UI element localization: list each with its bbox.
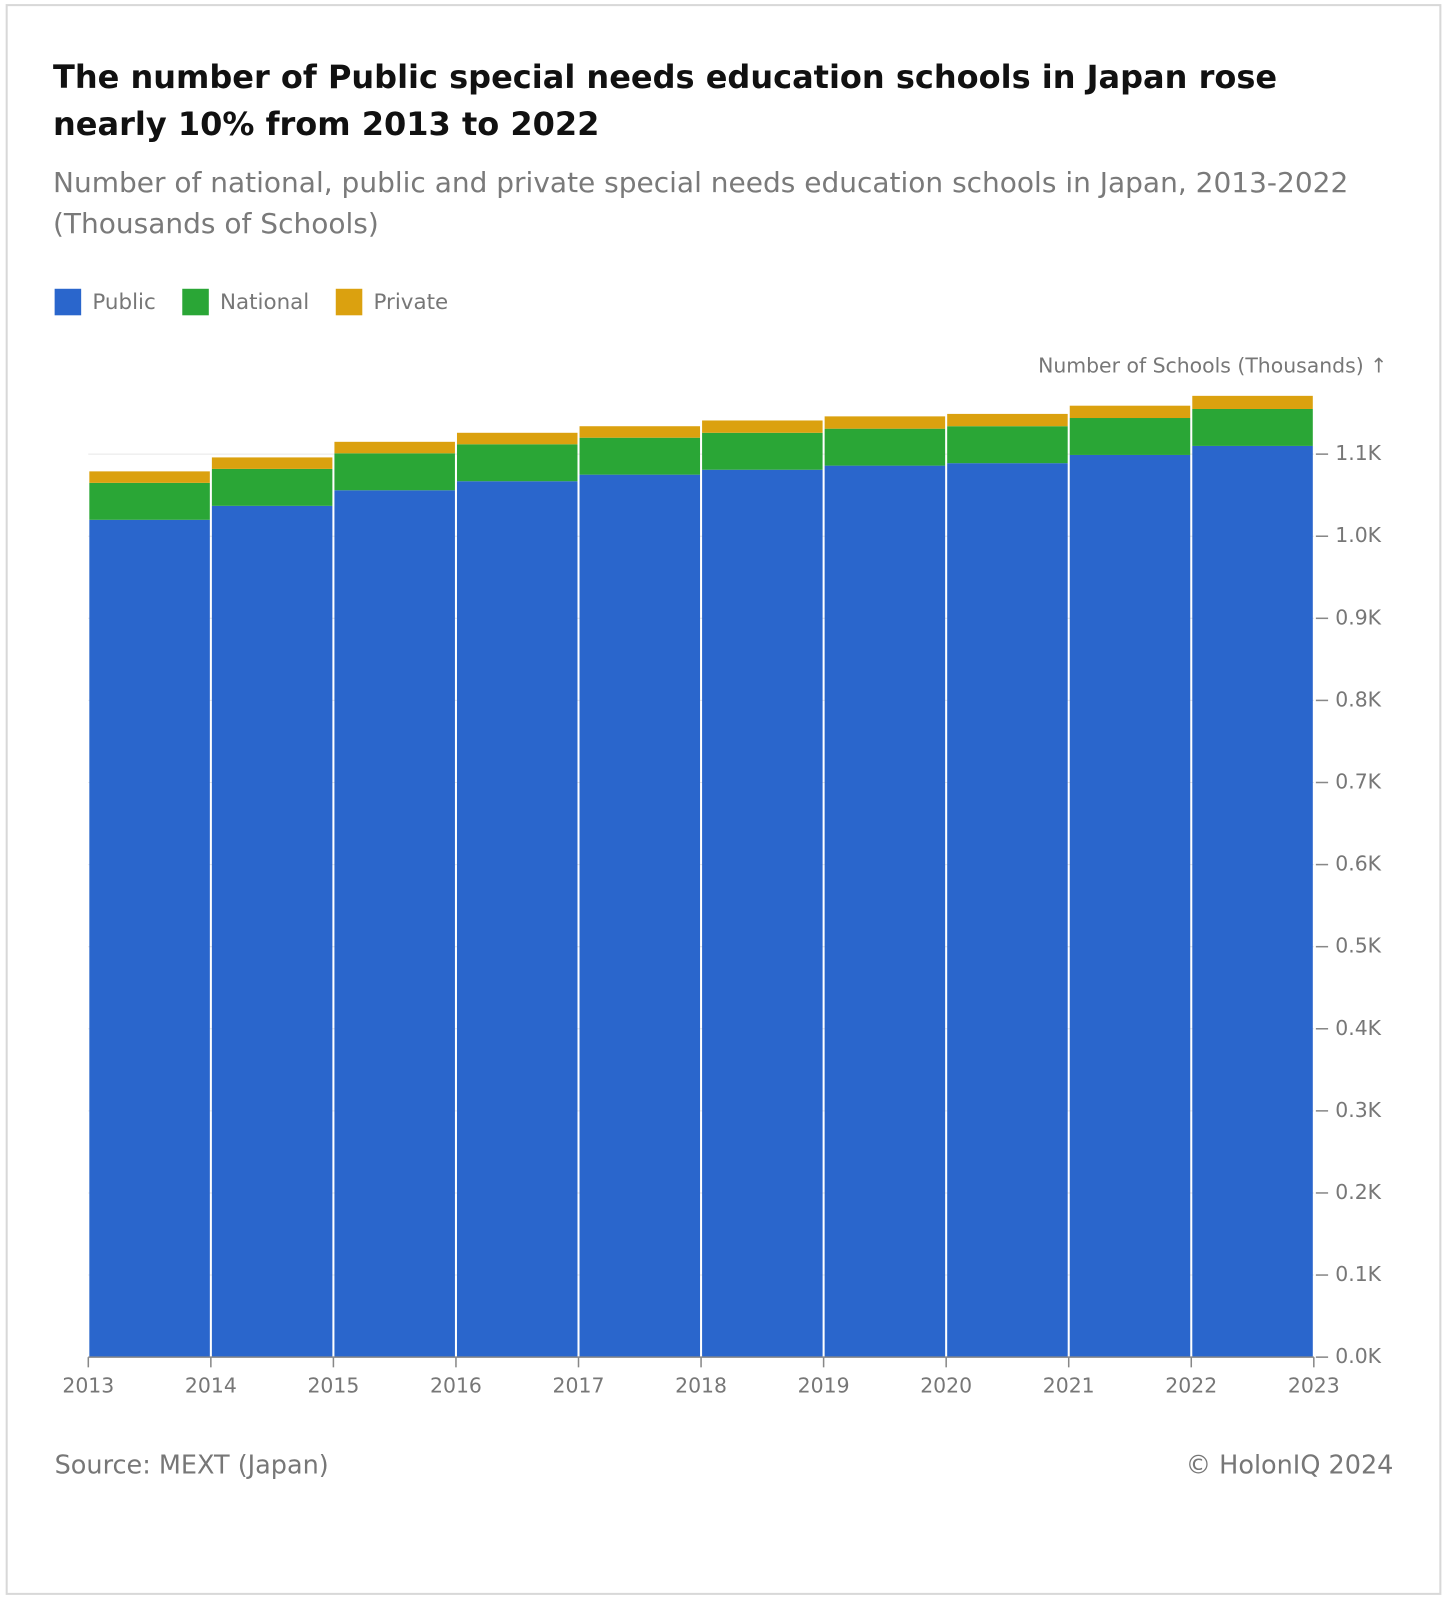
legend-swatch: [54, 288, 82, 316]
bar-segment: [1069, 405, 1191, 419]
bar-segment: [824, 416, 946, 429]
bar-segment: [89, 471, 210, 483]
bar-segment: [824, 465, 946, 1358]
chart-subtitle: Number of national, public and private s…: [53, 166, 1349, 240]
bar-segment: [456, 481, 578, 1358]
x-tick-label: 2018: [675, 1374, 727, 1398]
y-tick-label: 0.7K: [1335, 770, 1381, 794]
y-tick-label: 0.0K: [1335, 1344, 1381, 1368]
source: Source: MEXT (Japan): [55, 1450, 329, 1480]
y-tick-label: 1.1K: [1335, 441, 1381, 465]
y-tick-label: 0.4K: [1335, 1016, 1381, 1040]
y-tick-label: 0.8K: [1335, 687, 1381, 711]
bar-segment: [211, 505, 333, 1358]
legend-label: National: [220, 290, 309, 315]
x-tick-label: 2019: [798, 1374, 850, 1398]
y-tick-label: 0.2K: [1335, 1180, 1381, 1204]
legend-swatch: [182, 288, 209, 316]
x-tick-label: 2023: [1288, 1374, 1340, 1398]
y-tick-label: 0.6K: [1335, 852, 1381, 876]
bar-segment: [579, 426, 701, 438]
y-tick-label: 0.3K: [1335, 1098, 1381, 1122]
bar-segment: [334, 453, 455, 491]
legend-swatch: [335, 288, 363, 316]
x-tick-label: 2020: [920, 1374, 972, 1398]
x-tick-label: 2017: [553, 1374, 605, 1398]
x-tick-label: 2014: [185, 1374, 237, 1398]
bar-segment: [456, 432, 578, 445]
bar-segment: [1192, 395, 1313, 409]
legend-label: Public: [92, 290, 155, 315]
y-tick-label: 0.5K: [1335, 934, 1381, 958]
x-tick-label: 2016: [430, 1374, 482, 1398]
bar-segment: [334, 441, 455, 454]
bar-segment: [1192, 445, 1313, 1358]
bar-segment: [947, 413, 1068, 427]
bar-segment: [89, 519, 210, 1358]
bar-segment: [579, 437, 701, 475]
bar-segment: [824, 428, 946, 466]
x-tick-label: 2015: [307, 1374, 359, 1398]
credit: © HolonIQ 2024: [1186, 1450, 1394, 1480]
bar-segment: [702, 420, 823, 433]
legend-label: Private: [374, 290, 449, 315]
bar-segment: [89, 482, 210, 520]
bar-segment: [456, 444, 578, 482]
bar-segment: [947, 426, 1068, 464]
bar-segment: [947, 463, 1068, 1358]
bar-segment: [1069, 454, 1191, 1358]
y-tick-label: 1.0K: [1335, 523, 1381, 547]
bar-segment: [334, 490, 455, 1358]
y-axis-label: Number of Schools (Thousands) ↑: [1038, 353, 1387, 377]
x-tick-label: 2013: [62, 1374, 114, 1398]
bar-segment: [1192, 408, 1313, 446]
bar-segment: [1069, 418, 1191, 455]
x-tick-label: 2021: [1043, 1374, 1095, 1398]
chart-title: The number of Public special needs educa…: [53, 58, 1278, 143]
bar-segment: [702, 432, 823, 470]
bar-segment: [211, 457, 333, 469]
y-tick-label: 0.9K: [1335, 605, 1381, 629]
bar-segment: [579, 474, 701, 1358]
bar-segment: [211, 468, 333, 506]
y-tick-label: 0.1K: [1335, 1262, 1381, 1286]
bar-segment: [702, 469, 823, 1358]
x-tick-label: 2022: [1165, 1374, 1217, 1398]
